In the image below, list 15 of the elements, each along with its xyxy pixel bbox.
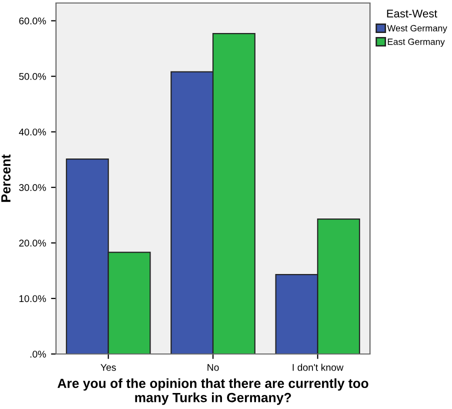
y-tick-label: 30.0% — [19, 184, 46, 192]
y-axis-title: Percent — [1, 154, 11, 202]
legend-label: East Germany — [388, 38, 445, 47]
y-tick-label: 60.0% — [19, 18, 46, 24]
y-tick-label: 40.0% — [18, 128, 46, 136]
y-tick-label: 50.0% — [19, 73, 46, 80]
x-axis-title: Are you of the opinion that there are currently too many Turks in Germany? — [58, 378, 368, 405]
x-tick-label: No — [208, 364, 219, 371]
x-tick-label: I don't know — [292, 364, 344, 371]
y-tick-label: .0% — [30, 350, 46, 358]
y-tick-label: 20.0% — [19, 240, 46, 247]
y-tick-label: 10.0% — [19, 295, 46, 302]
x-tick-label: Yes — [100, 364, 116, 371]
legend-title: East-West — [387, 10, 438, 18]
legend-label: West Germany — [387, 25, 448, 34]
